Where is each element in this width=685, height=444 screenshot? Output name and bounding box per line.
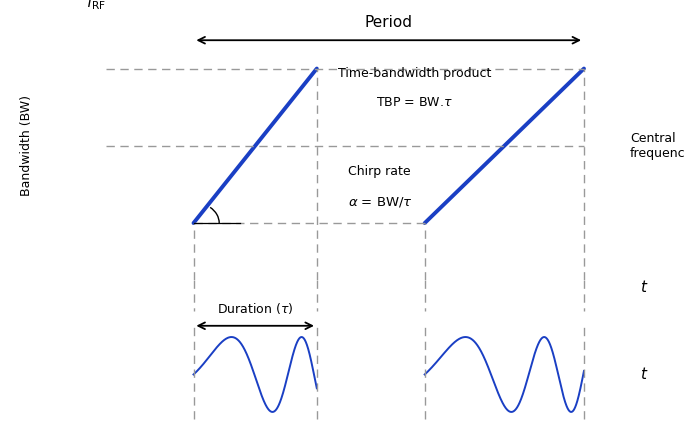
- Text: $t$: $t$: [640, 279, 649, 295]
- Text: Central
frequency: Central frequency: [630, 132, 685, 160]
- Text: Bandwidth (BW): Bandwidth (BW): [20, 95, 33, 196]
- Text: TBP = BW.$\tau$: TBP = BW.$\tau$: [376, 95, 453, 108]
- Text: Time-bandwidth product: Time-bandwidth product: [338, 67, 491, 80]
- Text: $t$: $t$: [640, 366, 649, 382]
- Text: Chirp rate: Chirp rate: [348, 165, 410, 178]
- Text: $\alpha$ = BW/$\tau$: $\alpha$ = BW/$\tau$: [348, 195, 412, 210]
- Text: $f_{\rm RF}$: $f_{\rm RF}$: [86, 0, 106, 12]
- Text: Period: Period: [364, 15, 413, 30]
- Text: Duration ($\tau$): Duration ($\tau$): [217, 301, 293, 317]
